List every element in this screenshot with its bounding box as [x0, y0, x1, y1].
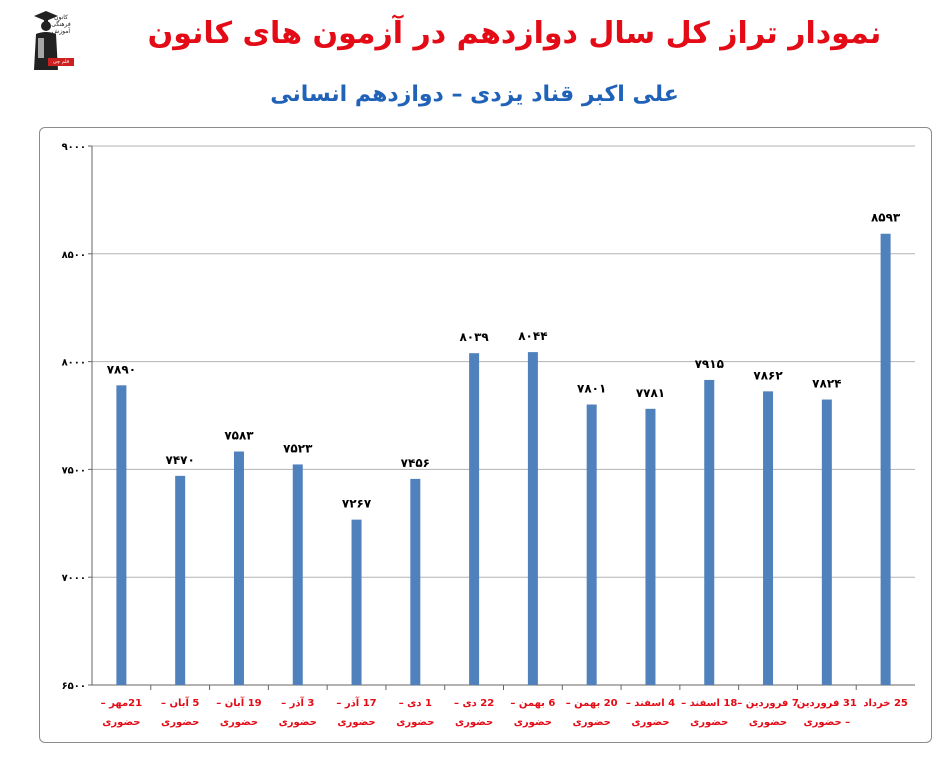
- data-label: ۷۸۹۰: [107, 362, 136, 376]
- data-label: ۸۵۹۳: [871, 211, 901, 225]
- bar: [116, 385, 127, 685]
- x-tick-label: حضوری: [337, 717, 375, 728]
- data-label: ۷۵۸۳: [224, 429, 254, 443]
- x-tick-label: حضوری: [102, 717, 140, 728]
- x-tick-label: 17 آذر –: [336, 696, 376, 709]
- x-tick-label: حضوری: [396, 717, 434, 728]
- x-tick-label: 6 بهمن –: [510, 698, 555, 709]
- x-tick-label: 4 اسفند –: [626, 698, 675, 709]
- x-tick-label: 21مهر –: [101, 698, 142, 709]
- x-tick-label: 5 آبان –: [161, 696, 199, 709]
- bar: [527, 352, 538, 685]
- x-tick-label: 25 خرداد: [863, 698, 908, 709]
- x-tick-label: حضوری: [220, 717, 258, 728]
- y-tick-label: ۹۰۰۰: [62, 142, 86, 153]
- x-tick-label: حضوری: [514, 717, 552, 728]
- y-tick-label: ۸۵۰۰: [62, 250, 86, 261]
- bar: [586, 404, 597, 685]
- y-tick-label: ۶۵۰۰: [62, 681, 86, 692]
- chart-subtitle: علی اکبر قناد یزدی – دوازدهم انسانی: [270, 82, 679, 107]
- data-label: ۷۸۰۱: [577, 382, 606, 396]
- data-label: ۷۸۶۲: [753, 368, 783, 382]
- x-tick-label: حضوری: [631, 717, 669, 728]
- x-tick-label: حضوری: [690, 717, 728, 728]
- data-label: ۸۰۳۹: [459, 330, 489, 344]
- data-label: ۷۹۱۵: [695, 357, 724, 371]
- bar: [645, 408, 656, 685]
- bar: [233, 451, 244, 685]
- data-label: ۷۷۸۱: [636, 386, 665, 400]
- logo-badge: قلم چی: [48, 58, 74, 66]
- bar: [292, 464, 303, 685]
- bar: [469, 353, 480, 685]
- y-tick-label: ۷۰۰۰: [62, 573, 86, 584]
- x-tick-label: 7 فروردین –: [737, 698, 799, 709]
- x-tick-label: 20 بهمن –: [566, 698, 618, 709]
- data-label: ۷۴۷۰: [166, 453, 195, 467]
- bar: [880, 233, 891, 685]
- x-tick-label: 18 اسفند –: [681, 698, 737, 709]
- bar: [410, 478, 421, 685]
- x-tick-label: – حضوری: [803, 717, 850, 728]
- data-label: ۷۲۶۷: [342, 497, 372, 511]
- x-tick-label: حضوری: [749, 717, 787, 728]
- x-tick-label: حضوری: [161, 717, 199, 728]
- chart-title: نمودار تراز کل سال دوازدهم در آزمون های …: [147, 16, 882, 51]
- logo-text: کانون فرهنگی آموزش: [51, 14, 71, 35]
- bar: [351, 519, 362, 685]
- x-tick-label: 3 آذر –: [281, 696, 314, 709]
- x-tick-label: 22 دی –: [454, 698, 494, 709]
- bar: [821, 399, 832, 685]
- x-tick-label: حضوری: [455, 717, 493, 728]
- x-tick-label: حضوری: [279, 717, 317, 728]
- x-tick-label: حضوری: [573, 717, 611, 728]
- data-label: ۷۵۲۳: [283, 441, 313, 455]
- x-tick-label: 31 فروردین: [797, 698, 857, 709]
- chart-frame: [39, 127, 932, 743]
- data-label: ۷۸۲۴: [812, 377, 841, 391]
- data-label: ۸۰۴۴: [518, 329, 547, 343]
- x-tick-label: 1 دی –: [399, 698, 432, 709]
- bar: [704, 379, 715, 685]
- y-tick-label: ۷۵۰۰: [62, 465, 86, 476]
- y-tick-label: ۸۰۰۰: [62, 358, 86, 369]
- x-tick-label: 19 آبان –: [216, 696, 261, 709]
- bar: [175, 475, 186, 685]
- data-label: ۷۴۵۶: [401, 456, 430, 470]
- bar: [763, 391, 774, 685]
